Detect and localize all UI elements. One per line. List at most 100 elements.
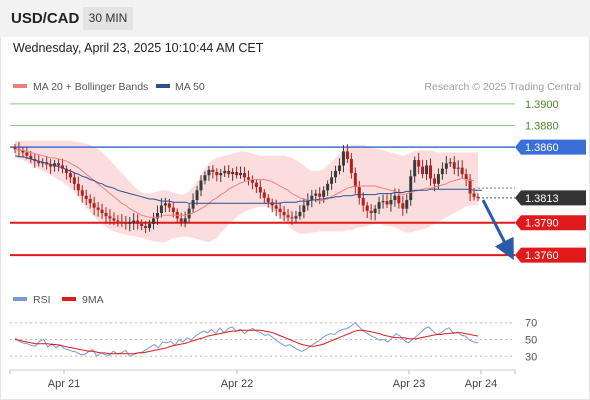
candle-body bbox=[302, 205, 306, 212]
candle-body bbox=[84, 195, 88, 199]
candle-body bbox=[21, 150, 25, 153]
candle-body bbox=[421, 166, 425, 175]
candle-body bbox=[25, 152, 29, 156]
candle-body bbox=[100, 209, 104, 214]
candle-body bbox=[262, 192, 266, 198]
candle-body bbox=[270, 202, 274, 206]
candle-body bbox=[377, 202, 381, 209]
candle-body bbox=[282, 211, 286, 216]
candle-body bbox=[361, 197, 365, 206]
candle-body bbox=[132, 220, 136, 223]
candle-body bbox=[409, 176, 413, 201]
legend-swatch-ma50 bbox=[156, 84, 170, 88]
candle-body bbox=[429, 165, 433, 179]
candle-body bbox=[258, 187, 262, 193]
candle-body bbox=[183, 218, 187, 223]
candle-body bbox=[274, 205, 278, 209]
candle-body bbox=[72, 177, 76, 184]
candle-body bbox=[405, 200, 409, 209]
candle-body bbox=[432, 178, 436, 184]
candle-body bbox=[120, 221, 124, 223]
x-axis: Apr 21 Apr 22 Apr 23 Apr 24 bbox=[9, 370, 516, 390]
candle-body bbox=[243, 173, 247, 178]
level-label-target: 1.3880 bbox=[525, 120, 559, 132]
candle-body bbox=[278, 208, 282, 212]
candle-body bbox=[41, 162, 45, 164]
bollinger-band bbox=[15, 140, 478, 243]
candle-body bbox=[203, 175, 207, 181]
candle-body bbox=[381, 201, 385, 203]
candle-body bbox=[314, 193, 318, 196]
candle-body bbox=[353, 173, 357, 188]
candle-body bbox=[231, 171, 235, 175]
candle-body bbox=[96, 207, 100, 210]
candle-body bbox=[322, 190, 326, 197]
candle-body bbox=[460, 167, 464, 175]
level-label-box bbox=[515, 247, 586, 263]
moving-averages bbox=[14, 148, 482, 218]
candle-body bbox=[128, 222, 132, 224]
instrument-pair: USD/CAD bbox=[11, 10, 80, 27]
candle-body bbox=[187, 208, 191, 219]
x-tick-label: Apr 23 bbox=[393, 378, 425, 390]
candle-body bbox=[369, 210, 373, 214]
rsi-tick-label: 70 bbox=[525, 318, 537, 330]
candle-body bbox=[413, 160, 417, 177]
price-levels bbox=[10, 103, 515, 257]
candle-body bbox=[341, 151, 345, 166]
legend-swatch-bollinger bbox=[13, 84, 27, 88]
candle-body bbox=[112, 218, 116, 221]
candle-body bbox=[57, 163, 61, 166]
x-tick-label: Apr 21 bbox=[48, 378, 80, 390]
level-label-current: 1.3813 bbox=[525, 193, 559, 205]
forecast-arrow bbox=[481, 199, 514, 261]
candle-body bbox=[254, 182, 258, 188]
candle-body bbox=[294, 216, 298, 219]
candle-body bbox=[80, 190, 84, 196]
level-label-box bbox=[515, 190, 586, 206]
candle-body bbox=[389, 200, 393, 205]
candle-body bbox=[235, 171, 239, 176]
candle-body bbox=[401, 203, 405, 209]
candle-body bbox=[227, 170, 231, 175]
candle-body bbox=[337, 165, 341, 171]
candle-body bbox=[448, 162, 452, 164]
legend-label-rsi: RSI bbox=[33, 294, 51, 306]
candle-body bbox=[68, 173, 72, 178]
candle-body bbox=[246, 177, 250, 180]
candle-body bbox=[440, 168, 444, 175]
candle-body bbox=[286, 215, 290, 218]
legend-label-ma50: MA 50 bbox=[175, 81, 205, 93]
candle-body bbox=[250, 179, 254, 183]
candle-body bbox=[310, 195, 314, 201]
header-bar: USD/CAD 30 MIN bbox=[0, 0, 590, 37]
rsi-line bbox=[14, 322, 479, 358]
forecast-arrow-line bbox=[481, 199, 514, 261]
watermark: Research © 2025 Trading Central bbox=[424, 81, 581, 93]
candle-body bbox=[345, 151, 349, 159]
candle-body bbox=[266, 197, 270, 203]
level-label-target: 1.3900 bbox=[525, 99, 559, 111]
candle-body bbox=[29, 155, 33, 159]
candle-body bbox=[472, 193, 476, 197]
candle-body bbox=[290, 217, 294, 219]
candle-body bbox=[365, 205, 369, 211]
candle-body bbox=[140, 223, 144, 226]
candle-body bbox=[464, 174, 468, 180]
candle-body bbox=[330, 177, 334, 184]
candle-body bbox=[373, 208, 377, 214]
bollinger-band-fill bbox=[15, 140, 478, 243]
candle-body bbox=[92, 203, 96, 208]
candle-body bbox=[167, 203, 171, 208]
timeframe-badge[interactable]: 30 MIN bbox=[83, 7, 133, 30]
candle-body bbox=[155, 213, 159, 219]
candle-body bbox=[219, 173, 223, 176]
candle-body bbox=[76, 183, 80, 191]
legend-swatch-rsi bbox=[13, 297, 27, 301]
candle-body bbox=[318, 193, 322, 197]
level-label-support: 1.3760 bbox=[525, 250, 559, 262]
candle-body bbox=[159, 205, 163, 214]
level-label-resistance: 1.3860 bbox=[525, 142, 559, 154]
rsi-tick-label: 50 bbox=[525, 335, 537, 347]
candle-body bbox=[444, 163, 448, 169]
